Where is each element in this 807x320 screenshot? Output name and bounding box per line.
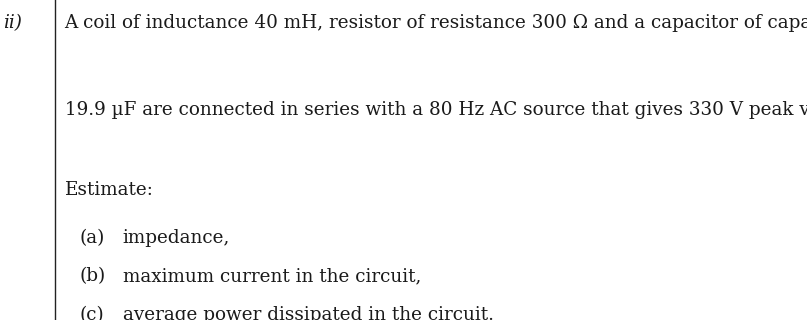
Text: average power dissipated in the circuit.: average power dissipated in the circuit.	[123, 306, 494, 320]
Text: (b): (b)	[79, 267, 106, 285]
Text: maximum current in the circuit,: maximum current in the circuit,	[123, 267, 421, 285]
Text: A coil of inductance 40 mH, resistor of resistance 300 Ω and a capacitor of capa: A coil of inductance 40 mH, resistor of …	[65, 14, 807, 32]
Text: impedance,: impedance,	[123, 229, 230, 247]
Text: Estimate:: Estimate:	[65, 181, 153, 199]
Text: (a): (a)	[79, 229, 104, 247]
Text: ii): ii)	[3, 14, 22, 32]
Text: 19.9 µF are connected in series with a 80 Hz AC source that gives 330 V peak vol: 19.9 µF are connected in series with a 8…	[65, 101, 807, 119]
Text: (c): (c)	[79, 306, 104, 320]
